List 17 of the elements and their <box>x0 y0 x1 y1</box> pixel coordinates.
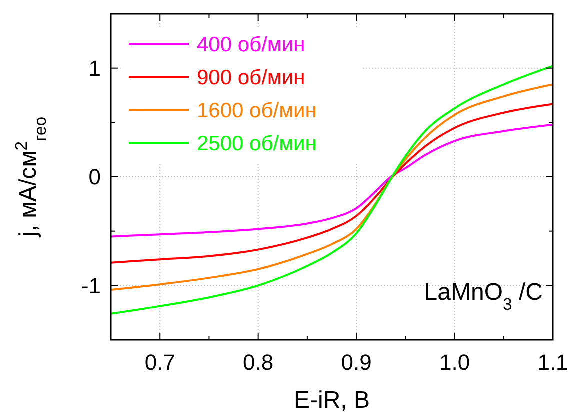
line-series <box>111 65 553 315</box>
x-tick-label: 0.9 <box>341 350 372 375</box>
line-series <box>111 124 553 238</box>
legend-label: 900 об/мин <box>197 66 306 90</box>
y-tick-label: -1 <box>81 273 101 298</box>
y-tick-label: 1 <box>88 56 101 82</box>
y-tick-label: 0 <box>88 164 101 190</box>
legend-label: 2500 об/мин <box>197 132 317 156</box>
line-series <box>111 103 553 264</box>
annotation: LaMnO$_{3}$ /C <box>424 279 543 314</box>
legend-label: 400 об/мин <box>197 33 306 56</box>
x-tick-label: 0.8 <box>243 350 274 375</box>
x-tick-label: 0.7 <box>144 350 176 375</box>
x-axis-title: E-iR, В <box>294 387 370 414</box>
x-tick-label: 1.1 <box>538 350 568 375</box>
x-tick-label: 1.0 <box>439 350 470 375</box>
legend-label: 1600 об/мин <box>197 99 317 122</box>
